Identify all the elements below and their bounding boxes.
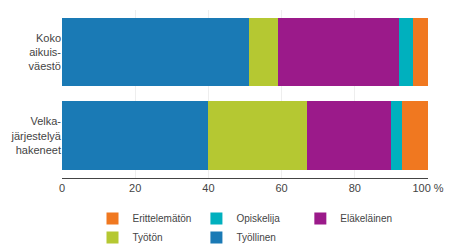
svg-text:Kokoaikuis-väestö: Kokoaikuis-väestö bbox=[29, 32, 62, 73]
svg-text:Työtön: Työtön bbox=[133, 232, 163, 243]
svg-text:Velka-järjestelyähakeneet: Velka-järjestelyähakeneet bbox=[10, 115, 61, 156]
svg-text:60: 60 bbox=[275, 182, 287, 194]
svg-text:80: 80 bbox=[349, 182, 361, 194]
svg-text:Eläkeläinen: Eläkeläinen bbox=[340, 213, 392, 224]
svg-text:Opiskelija: Opiskelija bbox=[236, 213, 280, 224]
svg-text:0: 0 bbox=[59, 182, 65, 194]
svg-text:Työllinen: Työllinen bbox=[236, 232, 275, 243]
svg-text:20: 20 bbox=[129, 182, 141, 194]
svg-text:40: 40 bbox=[202, 182, 214, 194]
svg-text:100 %: 100 % bbox=[412, 182, 443, 194]
svg-text:Erittelemätön: Erittelemätön bbox=[133, 213, 192, 224]
